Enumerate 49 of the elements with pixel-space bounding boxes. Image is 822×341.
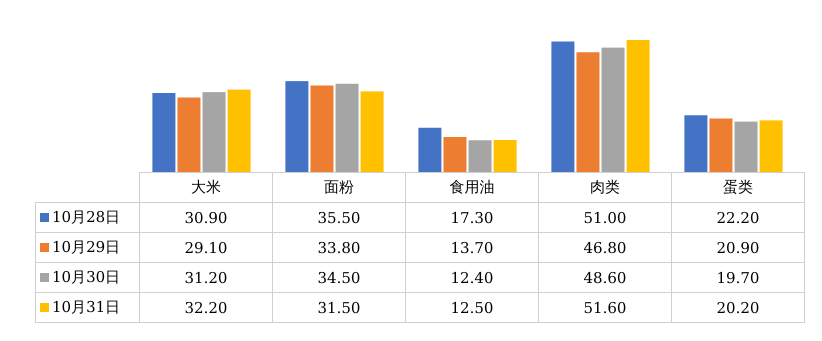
bar xyxy=(360,91,384,172)
bar xyxy=(551,42,574,172)
x-tick-label: 肉类 xyxy=(538,172,672,202)
data-label: 19.70 xyxy=(672,262,804,292)
data-label: 20.20 xyxy=(672,292,804,322)
data-label: 34.50 xyxy=(272,262,406,292)
data-label: 12.40 xyxy=(406,262,538,292)
data-label: 29.10 xyxy=(140,232,272,262)
data-label: 32.20 xyxy=(140,292,272,322)
bar xyxy=(310,86,334,172)
bar xyxy=(202,92,226,172)
data-label: 33.80 xyxy=(272,232,406,262)
data-label: 22.20 xyxy=(672,202,804,232)
bar xyxy=(626,40,650,172)
bar xyxy=(684,115,708,172)
data-label: 31.20 xyxy=(140,262,272,292)
data-label: 12.50 xyxy=(406,292,538,322)
data-label: 51.60 xyxy=(538,292,672,322)
data-label: 30.90 xyxy=(140,202,272,232)
legend-label: 10月28日 xyxy=(36,202,140,232)
data-label: 31.50 xyxy=(272,292,406,322)
data-label: 13.70 xyxy=(406,232,538,262)
x-tick-label: 大米 xyxy=(140,172,272,202)
x-tick-label: 蛋类 xyxy=(672,172,804,202)
data-label: 48.60 xyxy=(538,262,672,292)
bar xyxy=(576,52,600,172)
bar xyxy=(177,98,200,172)
data-label: 20.90 xyxy=(672,232,804,262)
bar xyxy=(734,122,758,172)
bar xyxy=(760,120,783,172)
data-label: 35.50 xyxy=(272,202,406,232)
data-label: 46.80 xyxy=(538,232,672,262)
data-label: 51.00 xyxy=(538,202,672,232)
bar xyxy=(443,136,466,172)
legend-label: 10月30日 xyxy=(36,262,140,292)
bar xyxy=(468,140,492,172)
data-label: 17.30 xyxy=(406,202,538,232)
x-tick-label: 面粉 xyxy=(272,172,406,202)
legend-label: 10月29日 xyxy=(36,232,140,262)
bar xyxy=(709,118,732,172)
bar xyxy=(152,92,176,172)
bar xyxy=(602,48,625,172)
bar xyxy=(494,140,517,172)
legend-label: 10月31日 xyxy=(36,292,140,322)
bar xyxy=(418,128,442,172)
bar xyxy=(336,84,359,172)
bar xyxy=(285,81,308,172)
x-tick-label: 食用油 xyxy=(406,172,538,202)
bar xyxy=(228,90,251,172)
